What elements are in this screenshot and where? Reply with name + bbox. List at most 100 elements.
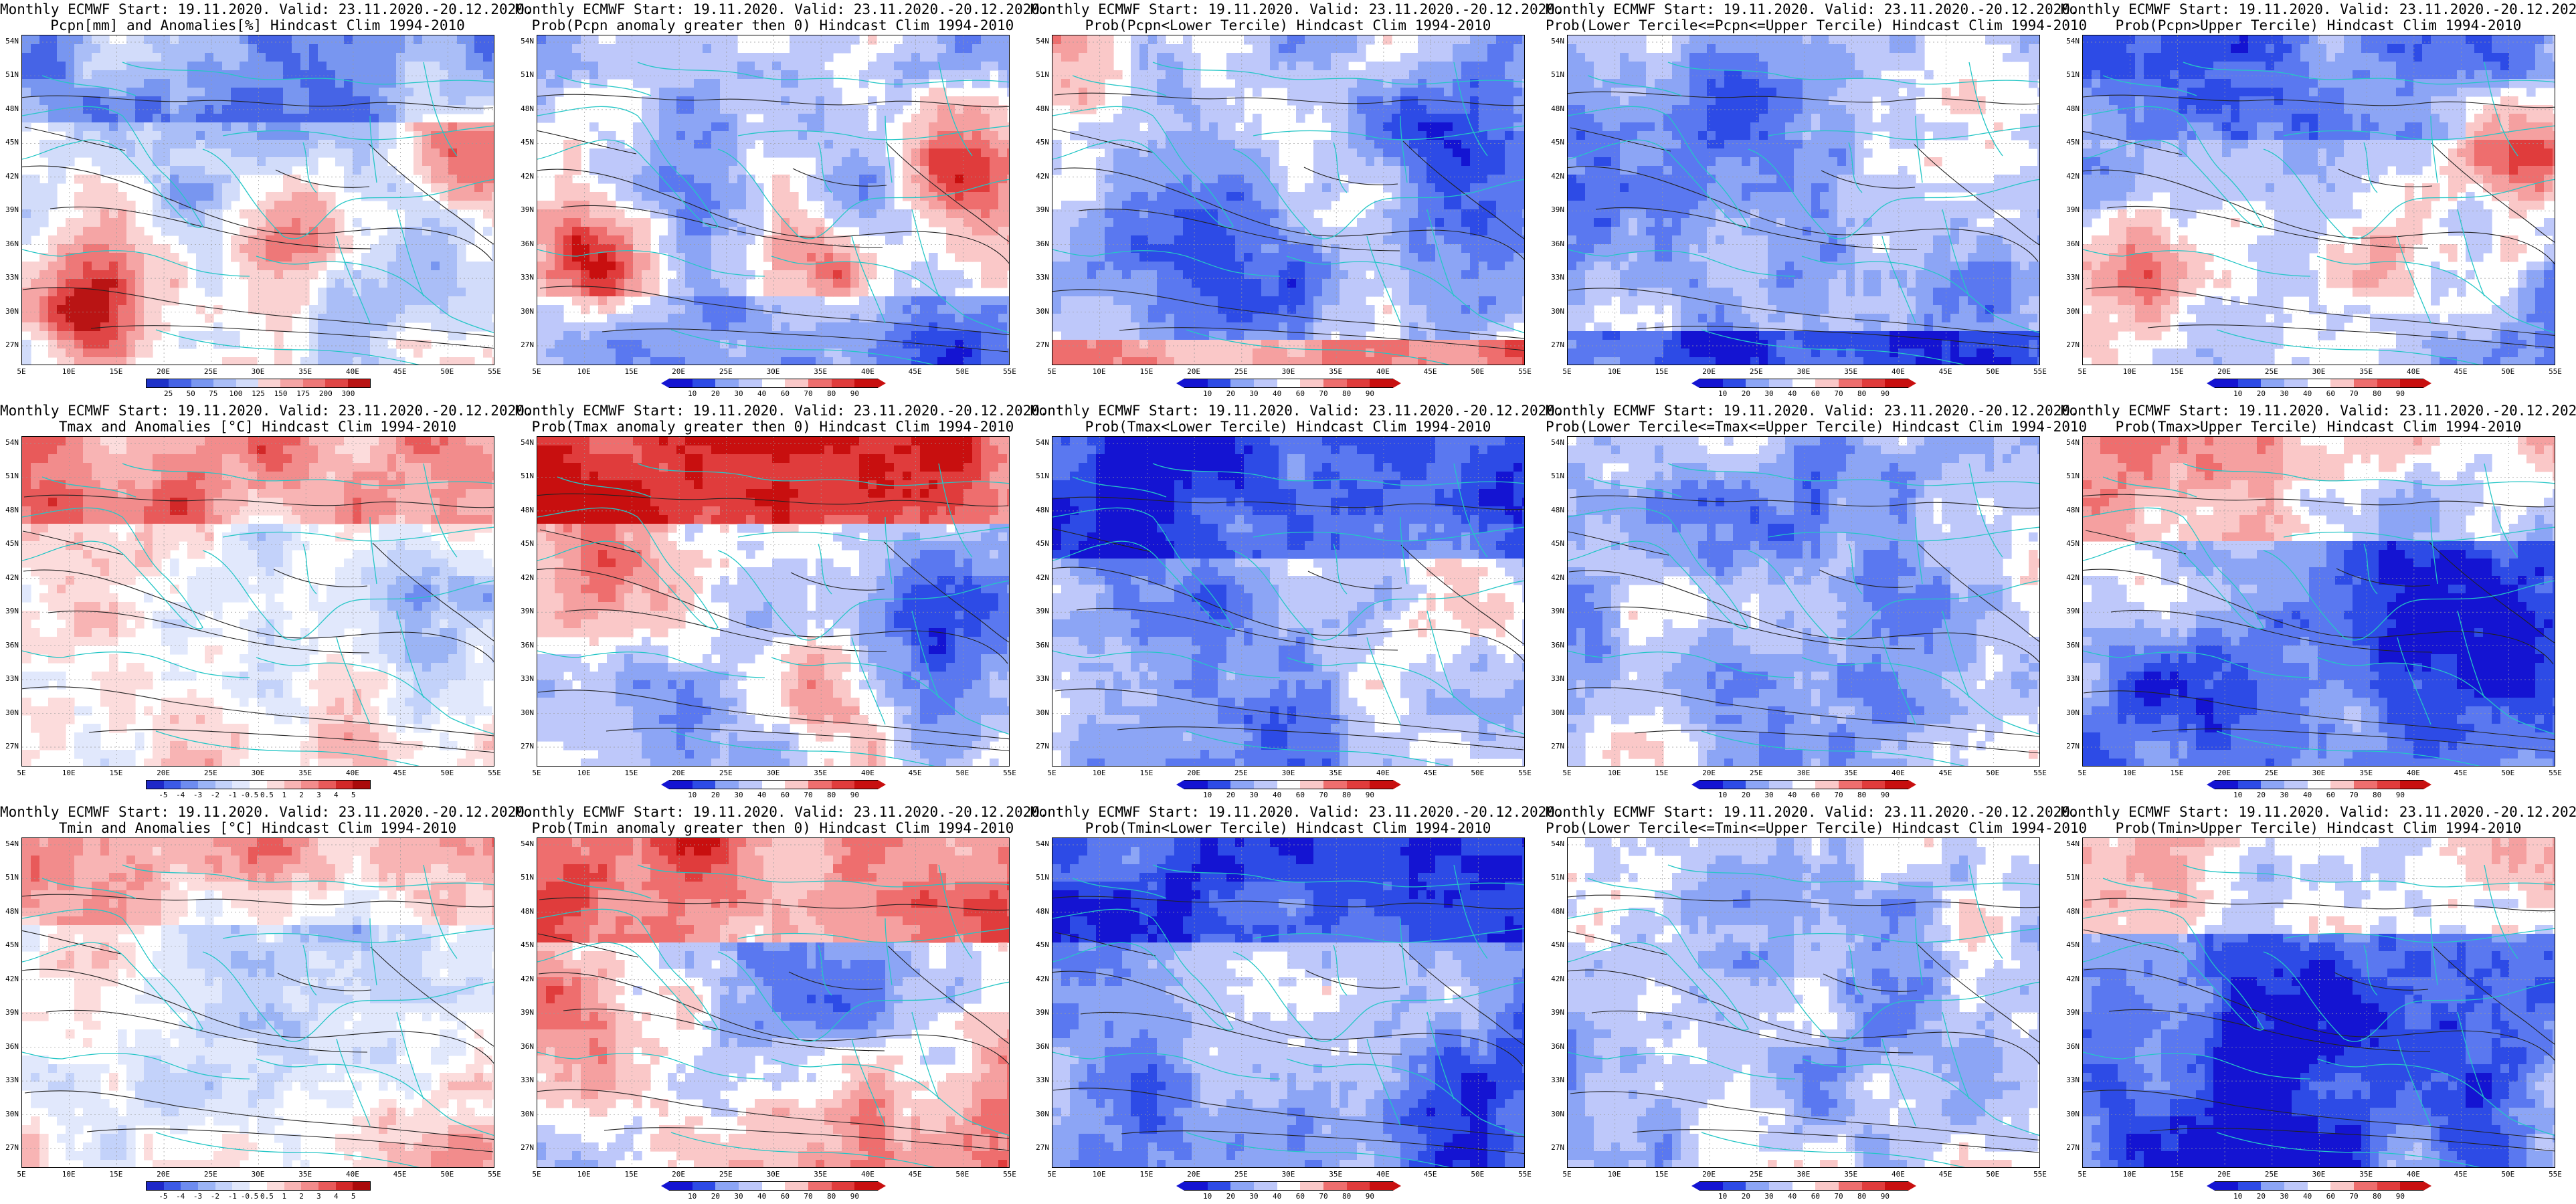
latitude-label: 51N bbox=[1, 472, 19, 480]
latitude-label: 48N bbox=[1, 907, 19, 916]
colorbar-swatch bbox=[2330, 780, 2355, 789]
latitude-label: 45N bbox=[1032, 940, 1049, 949]
colorbar-swatch bbox=[1346, 379, 1370, 388]
colorbar-swatch bbox=[1254, 1181, 1277, 1191]
coastlines bbox=[1052, 463, 1524, 766]
latitude-label: 27N bbox=[1, 340, 19, 349]
longitude-label: 40E bbox=[1888, 367, 1908, 376]
longitude-label: 30E bbox=[248, 1170, 268, 1179]
latitude-label: 42N bbox=[517, 975, 534, 983]
colorbar-swatch bbox=[831, 780, 855, 789]
colorbar-tick-label: 60 bbox=[771, 791, 798, 799]
latitude-label: 45N bbox=[1547, 940, 1564, 949]
map-panel: Monthly ECMWF Start: 19.11.2020. Valid: … bbox=[1030, 401, 1564, 803]
latitude-label: 48N bbox=[517, 104, 534, 113]
latitude-label: 51N bbox=[1547, 873, 1564, 882]
colorbar-tick-label: 40 bbox=[1264, 389, 1291, 398]
longitude-label: 30E bbox=[2309, 1170, 2329, 1179]
longitude-label: 55E bbox=[484, 1170, 504, 1179]
longitude-label: 5E bbox=[11, 1170, 31, 1179]
longitude-label: 10E bbox=[59, 769, 79, 777]
latitude-label: 39N bbox=[2062, 205, 2080, 214]
longitude-label: 45E bbox=[390, 367, 410, 376]
coastlines bbox=[2083, 463, 2555, 766]
colorbar-tick-label: 30 bbox=[1240, 1192, 1267, 1201]
colorbar-swatch bbox=[1722, 780, 1746, 789]
colorbar-tick-label: 70 bbox=[1310, 1192, 1337, 1201]
colorbar-arrow-low bbox=[2207, 1181, 2215, 1191]
graticule bbox=[1568, 838, 2039, 1167]
latitude-label: 48N bbox=[1, 506, 19, 514]
longitude-label: 45E bbox=[905, 769, 925, 777]
colorbar-tick-label: 80 bbox=[1849, 791, 1875, 799]
longitude-label: 40E bbox=[1373, 367, 1393, 376]
longitude-label: 25E bbox=[716, 367, 736, 376]
latitude-label: 39N bbox=[1547, 1008, 1564, 1017]
coastlines bbox=[22, 463, 494, 766]
latitude-label: 42N bbox=[1547, 975, 1564, 983]
colorbar-tick-label: 70 bbox=[1825, 791, 1852, 799]
colorbar-swatch bbox=[1699, 379, 1723, 388]
longitude-label: 5E bbox=[1042, 1170, 1062, 1179]
forecast-map bbox=[1052, 436, 1525, 767]
colorbar-tick-label: 175 bbox=[290, 389, 316, 398]
latitude-label: 36N bbox=[1, 1042, 19, 1051]
colorbar bbox=[661, 379, 887, 388]
latitude-label: 51N bbox=[1, 70, 19, 79]
longitude-label: 35E bbox=[810, 367, 830, 376]
colorbar-swatch bbox=[2354, 780, 2377, 789]
longitude-label: 25E bbox=[1231, 1170, 1251, 1179]
forecast-map bbox=[537, 436, 1010, 767]
panel-subtitle: Tmax and Anomalies [°C] Hindcast Clim 19… bbox=[0, 419, 515, 435]
colorbar-arrow-low bbox=[1691, 1181, 1699, 1191]
colorbar-swatch bbox=[236, 379, 259, 387]
longitude-label: 40E bbox=[1373, 769, 1393, 777]
latitude-label: 33N bbox=[1032, 273, 1049, 282]
longitude-label: 10E bbox=[1089, 1170, 1109, 1179]
latitude-label: 54N bbox=[517, 37, 534, 45]
latitude-label: 30N bbox=[517, 708, 534, 717]
colorbar-tick-label: 2 bbox=[288, 791, 315, 799]
longitude-label: 15E bbox=[1136, 367, 1156, 376]
longitude-label: 5E bbox=[527, 367, 547, 376]
colorbar-tick-label: -3 bbox=[185, 1192, 211, 1201]
colorbar bbox=[1176, 379, 1402, 388]
latitude-label: 45N bbox=[1032, 539, 1049, 548]
latitude-label: 54N bbox=[1547, 37, 1564, 45]
longitude-label: 25E bbox=[2262, 769, 2282, 777]
colorbar-swatch bbox=[232, 781, 250, 789]
latitude-label: 30N bbox=[1, 708, 19, 717]
colorbar-swatch bbox=[1323, 1181, 1347, 1191]
colorbar-swatch bbox=[2400, 780, 2424, 789]
colorbar-tick-label: 20 bbox=[1217, 389, 1244, 398]
colorbar-tick-label: 20 bbox=[1217, 1192, 1244, 1201]
coastlines bbox=[1568, 62, 2039, 365]
latitude-label: 33N bbox=[517, 674, 534, 683]
colorbar-swatch bbox=[854, 1181, 879, 1191]
colorbar bbox=[146, 379, 371, 388]
colorbar-swatch bbox=[1861, 1181, 1885, 1191]
colorbar-tick-label: 25 bbox=[155, 389, 182, 398]
colorbar-tick-label: 70 bbox=[2340, 1192, 2367, 1201]
forecast-field bbox=[537, 437, 1009, 766]
latitude-label: 42N bbox=[517, 172, 534, 181]
colorbar-swatch bbox=[715, 780, 739, 789]
longitude-label: 50E bbox=[1983, 1170, 2003, 1179]
colorbar-tick-label: 90 bbox=[1871, 1192, 1898, 1201]
longitude-label: 35E bbox=[810, 1170, 830, 1179]
colorbar-tick-label: 10 bbox=[679, 1192, 706, 1201]
colorbar bbox=[146, 1181, 371, 1191]
colorbar-swatch bbox=[1207, 1181, 1231, 1191]
colorbar-tick-label: 20 bbox=[2247, 791, 2274, 799]
longitude-label: 45E bbox=[1936, 1170, 1956, 1179]
longitude-label: 5E bbox=[1557, 367, 1577, 376]
longitude-label: 10E bbox=[574, 367, 594, 376]
panel-title: Monthly ECMWF Start: 19.11.2020. Valid: … bbox=[0, 804, 533, 820]
longitude-label: 45E bbox=[2451, 367, 2471, 376]
colorbar-swatch bbox=[1699, 1181, 1723, 1191]
colorbar-swatch bbox=[692, 379, 716, 388]
colorbar-arrow-high bbox=[1393, 379, 1402, 388]
latitude-label: 36N bbox=[1, 641, 19, 649]
forecast-map bbox=[21, 837, 494, 1168]
colorbar-tick-label: 80 bbox=[818, 1192, 845, 1201]
